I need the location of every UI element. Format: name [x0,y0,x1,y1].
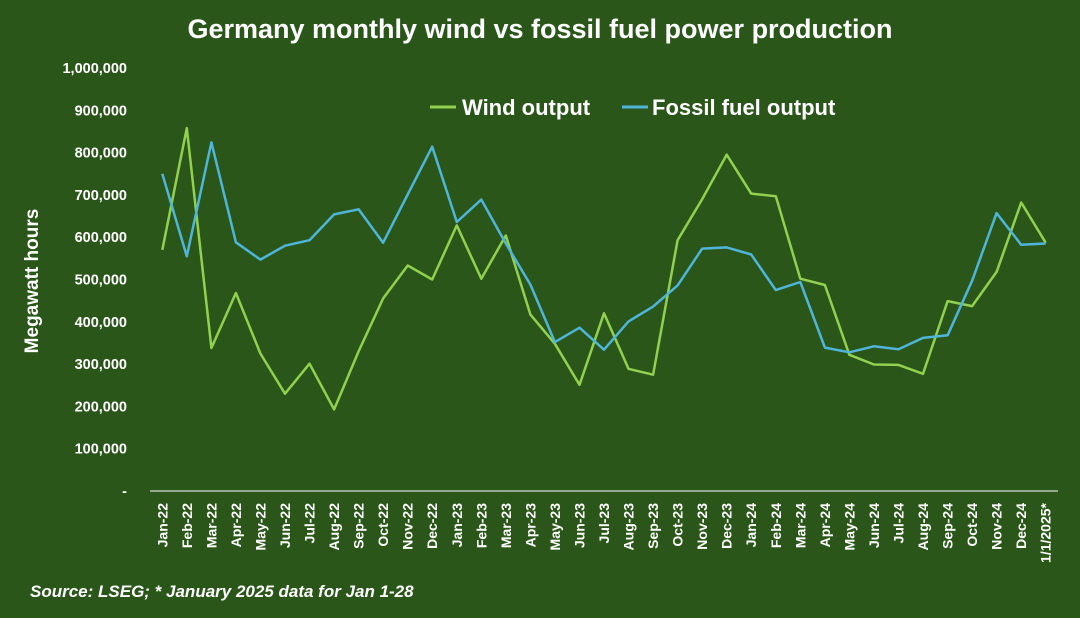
x-tick-label: Jul-23 [596,503,612,544]
x-tick-label: Oct-23 [670,503,686,547]
legend-label-fossil-fuel-output: Fossil fuel output [652,95,836,120]
x-tick-label: Sep-23 [645,503,661,549]
y-tick-label: 500,000 [75,273,127,289]
source-note: Source: LSEG; * January 2025 data for Ja… [30,582,414,601]
x-tick-label: Jan-24 [743,503,759,548]
x-tick-label: May-24 [841,503,857,551]
x-tick-label: Nov-22 [400,503,416,550]
x-tick-label: Aug-22 [326,503,342,551]
y-tick-label: 600,000 [75,230,127,246]
y-axis-label: Megawatt hours [22,209,43,354]
x-tick-label: Aug-24 [915,503,931,551]
x-tick-label: 1/1/2025* [1038,502,1054,562]
x-axis-ticks: Jan-22 Feb-22 Mar-22 Apr-22 May-22 Jun-22 Jul-… [154,502,1053,562]
y-tick-label: - [122,484,127,500]
x-tick-label: Oct-24 [964,503,980,547]
x-tick-label: Jan-23 [449,503,465,548]
x-tick-label: Nov-23 [694,503,710,550]
x-tick-label: Mar-23 [498,503,514,548]
series-line-fossil-fuel-output [161,141,1046,354]
x-tick-label: May-22 [252,503,268,551]
x-tick-label: Apr-24 [817,503,833,548]
y-tick-label: 900,000 [75,103,127,119]
y-axis-ticks: - 100,000 200,000 300,000 400,000 500,000 600,… [62,61,127,500]
y-tick-label: 100,000 [75,442,127,458]
y-tick-label: 1,000,000 [62,61,127,77]
x-tick-label: Aug-23 [621,503,637,551]
y-tick-label: 800,000 [75,146,127,162]
x-tick-label: Sep-24 [940,503,956,549]
x-tick-label: Jun-22 [277,503,293,548]
x-tick-label: Mar-22 [203,503,219,548]
x-tick-label: Jun-24 [866,503,882,548]
x-tick-label: Feb-22 [179,503,195,548]
y-tick-label: 400,000 [75,315,127,331]
y-tick-label: 700,000 [75,188,127,204]
x-tick-label: Oct-22 [375,503,391,547]
x-tick-label: Sep-22 [351,503,367,549]
x-tick-label: Jul-24 [890,503,906,544]
series-lines [161,126,1047,411]
x-tick-label: Feb-24 [768,503,784,548]
x-tick-label: Jun-23 [571,503,587,548]
x-tick-label: Dec-24 [1013,503,1029,549]
legend-label-wind-output: Wind output [462,95,591,120]
x-tick-label: Dec-22 [424,503,440,549]
chart-title: Germany monthly wind vs fossil fuel powe… [187,14,892,44]
y-tick-label: 300,000 [75,357,127,373]
x-tick-label: Jan-22 [154,503,170,548]
series-line-wind-output [161,126,1047,411]
x-tick-label: Dec-23 [719,503,735,549]
x-tick-label: May-23 [547,503,563,551]
x-tick-label: Feb-23 [473,503,489,548]
x-tick-label: Apr-22 [228,503,244,548]
x-tick-label: Jul-22 [302,503,318,544]
x-tick-label: Nov-24 [989,503,1005,550]
legend: Wind output Fossil fuel output [430,95,836,120]
x-tick-label: Apr-23 [522,503,538,548]
y-tick-label: 200,000 [75,399,127,415]
x-tick-label: Mar-24 [792,503,808,548]
